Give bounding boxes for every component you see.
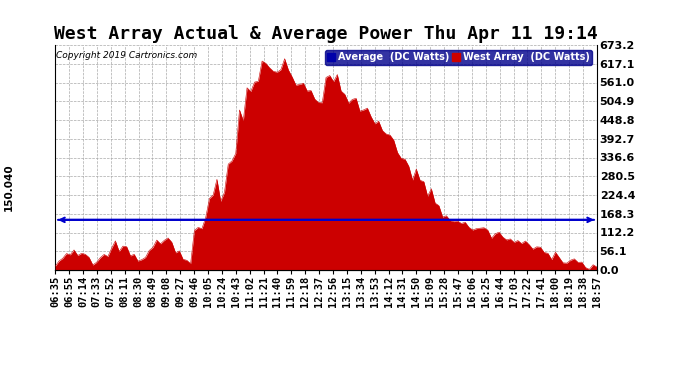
Text: 150.040: 150.040 <box>3 164 13 211</box>
Title: West Array Actual & Average Power Thu Apr 11 19:14: West Array Actual & Average Power Thu Ap… <box>54 26 598 44</box>
Legend: Average  (DC Watts), West Array  (DC Watts): Average (DC Watts), West Array (DC Watts… <box>324 50 592 65</box>
Text: Copyright 2019 Cartronics.com: Copyright 2019 Cartronics.com <box>57 51 197 60</box>
